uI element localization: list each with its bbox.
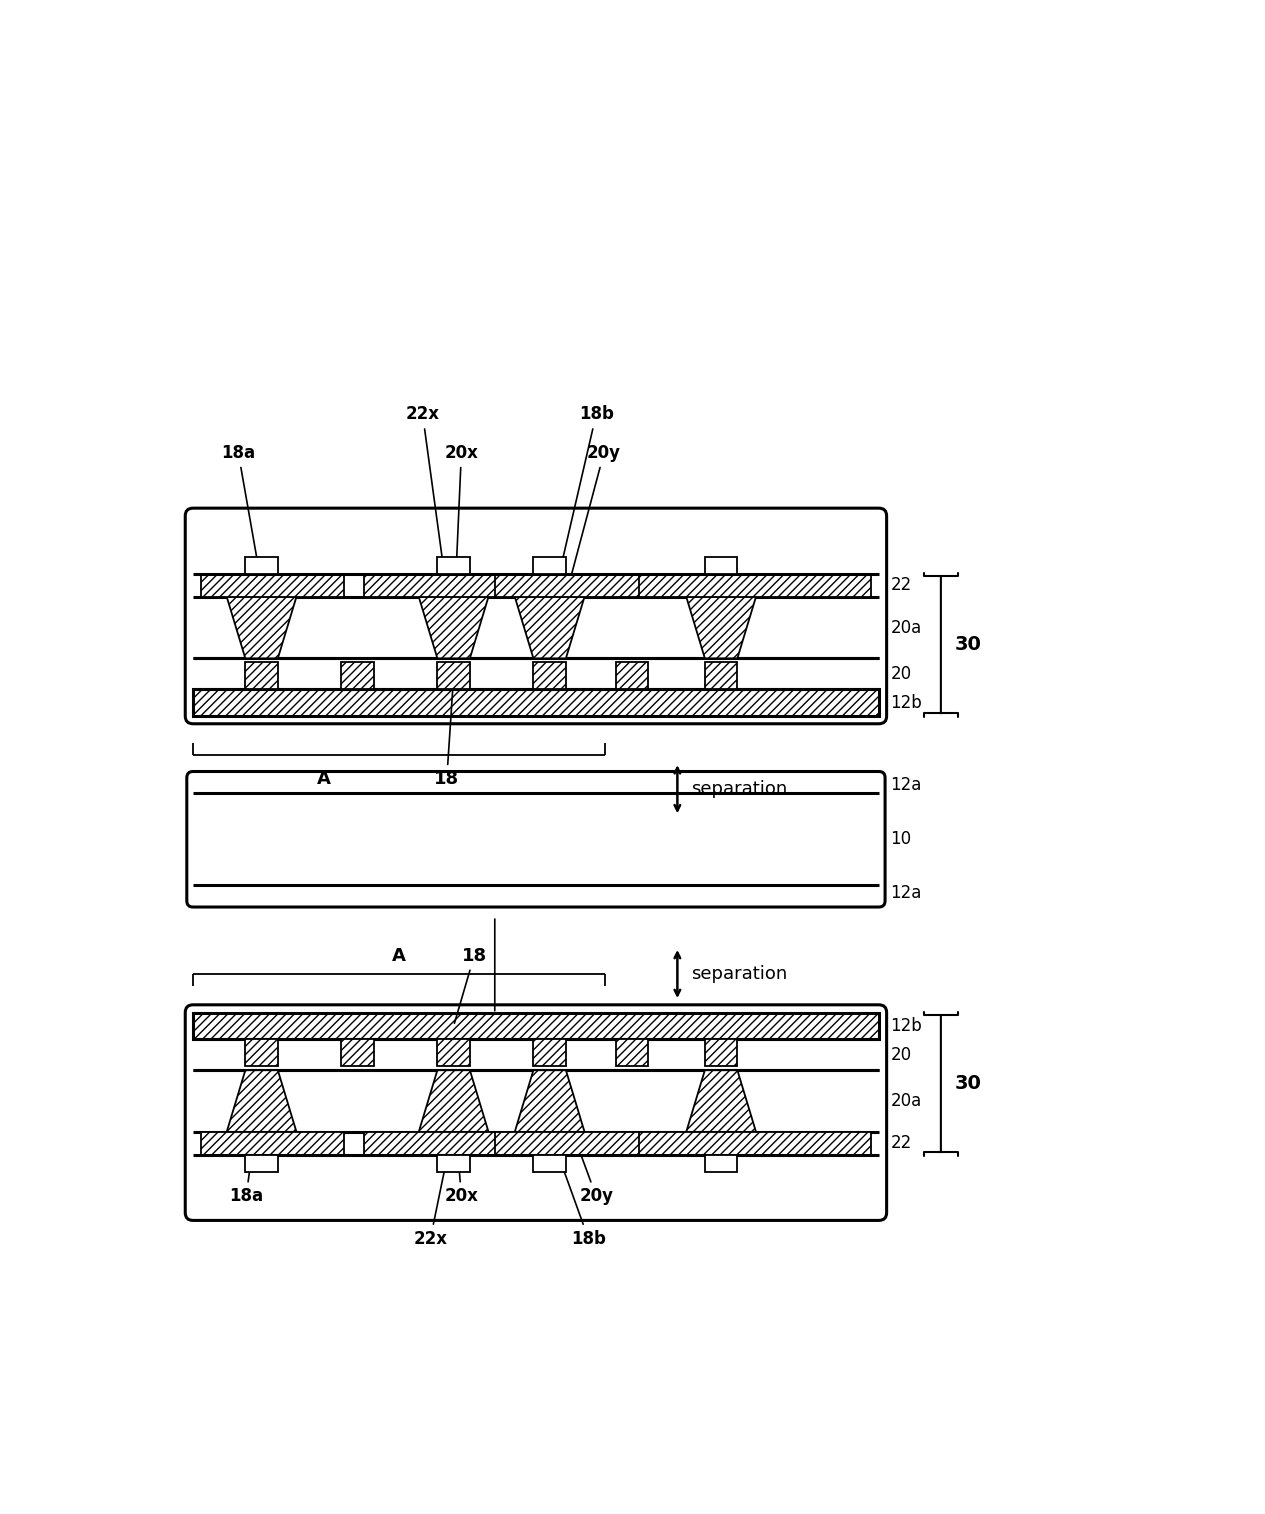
Bar bbox=[438, 1155, 469, 1172]
Text: 20: 20 bbox=[891, 1046, 912, 1064]
Bar bbox=[245, 1040, 278, 1066]
Polygon shape bbox=[226, 597, 296, 659]
Text: 18a: 18a bbox=[221, 444, 261, 583]
Text: 22: 22 bbox=[891, 1134, 912, 1152]
Bar bbox=[245, 557, 278, 574]
Text: separation: separation bbox=[692, 780, 788, 798]
Text: A: A bbox=[412, 1016, 426, 1034]
FancyBboxPatch shape bbox=[185, 509, 887, 724]
Bar bbox=[342, 1040, 374, 1066]
Bar bbox=[534, 662, 565, 689]
Text: 20x: 20x bbox=[444, 444, 478, 625]
Bar bbox=[438, 662, 469, 689]
Bar bbox=[639, 574, 872, 597]
Bar bbox=[245, 1155, 278, 1172]
Text: 20y: 20y bbox=[562, 1104, 614, 1205]
Polygon shape bbox=[226, 1070, 296, 1132]
Bar bbox=[438, 557, 469, 574]
Text: 18a: 18a bbox=[229, 1087, 263, 1205]
Text: separation: separation bbox=[692, 964, 788, 983]
Text: 12a: 12a bbox=[891, 884, 922, 902]
Bar bbox=[705, 662, 737, 689]
Bar bbox=[534, 557, 565, 574]
Bar bbox=[194, 689, 879, 716]
Polygon shape bbox=[515, 1070, 584, 1132]
Text: 30: 30 bbox=[955, 636, 982, 654]
Polygon shape bbox=[419, 1070, 488, 1132]
Bar bbox=[705, 1155, 737, 1172]
Text: 22x: 22x bbox=[406, 406, 445, 583]
FancyBboxPatch shape bbox=[185, 1005, 887, 1220]
Text: 12b: 12b bbox=[891, 1017, 922, 1036]
Text: 22: 22 bbox=[891, 577, 912, 593]
Polygon shape bbox=[515, 597, 584, 659]
Polygon shape bbox=[686, 1070, 756, 1132]
Bar bbox=[495, 1132, 653, 1155]
Bar bbox=[639, 1132, 872, 1155]
Text: 20a: 20a bbox=[891, 1092, 922, 1110]
Bar bbox=[534, 1040, 565, 1066]
Text: 12b: 12b bbox=[891, 693, 922, 712]
Bar bbox=[364, 574, 522, 597]
Text: 22x: 22x bbox=[414, 1166, 448, 1248]
Bar bbox=[616, 662, 648, 689]
Polygon shape bbox=[686, 597, 756, 659]
Text: 20: 20 bbox=[891, 665, 912, 683]
Text: 20y: 20y bbox=[558, 444, 621, 625]
Text: 18: 18 bbox=[434, 678, 459, 787]
Bar bbox=[438, 1040, 469, 1066]
FancyBboxPatch shape bbox=[187, 772, 886, 907]
Text: 20a: 20a bbox=[891, 619, 922, 636]
Bar bbox=[495, 574, 653, 597]
Polygon shape bbox=[419, 597, 488, 659]
Text: 30: 30 bbox=[955, 1075, 982, 1093]
Text: A: A bbox=[316, 771, 330, 787]
Bar bbox=[364, 1132, 522, 1155]
Bar bbox=[194, 1013, 879, 1040]
Bar bbox=[616, 1040, 648, 1066]
Bar bbox=[705, 1040, 737, 1066]
Text: 20x: 20x bbox=[444, 1104, 478, 1205]
Text: 12a: 12a bbox=[891, 777, 922, 795]
Text: 18b: 18b bbox=[562, 1166, 606, 1248]
Text: 10: 10 bbox=[891, 830, 912, 848]
Text: 18: 18 bbox=[454, 946, 487, 1023]
Bar bbox=[201, 574, 344, 597]
Text: 18b: 18b bbox=[562, 406, 614, 562]
Text: 18: 18 bbox=[482, 919, 507, 1034]
Bar bbox=[245, 662, 278, 689]
Text: A: A bbox=[392, 946, 406, 964]
Bar bbox=[201, 1132, 344, 1155]
Bar bbox=[342, 662, 374, 689]
Bar bbox=[534, 1155, 565, 1172]
Bar bbox=[705, 557, 737, 574]
